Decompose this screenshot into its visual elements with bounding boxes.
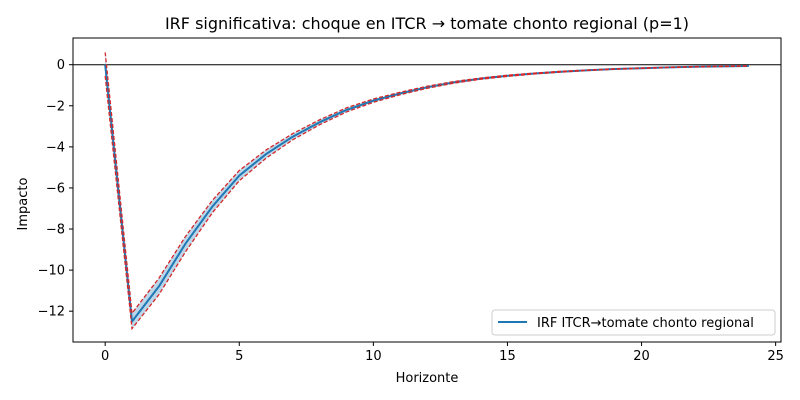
legend-box xyxy=(491,309,776,336)
x-tick-label-25: 25 xyxy=(767,349,784,364)
chart-title: IRF significativa: choque en ITCR → toma… xyxy=(165,14,689,33)
y-tick-label--4: −4 xyxy=(46,140,65,155)
irf-line xyxy=(104,64,749,323)
x-tick-label-5: 5 xyxy=(235,349,243,364)
y-tick-label--10: −10 xyxy=(38,264,65,279)
x-tick-label-20: 20 xyxy=(633,349,650,364)
y-tick-label-0: 0 xyxy=(57,58,65,73)
x-tick-label-0: 0 xyxy=(101,349,109,364)
x-tick-label-10: 10 xyxy=(365,349,382,364)
x-tick-label-15: 15 xyxy=(499,349,516,364)
y-tick-label--2: −2 xyxy=(46,99,65,114)
confidence-band xyxy=(105,52,749,329)
y-tick-label--6: −6 xyxy=(46,181,65,196)
y-tick-label--12: −12 xyxy=(38,305,65,320)
x-axis-label: Horizonte xyxy=(396,371,459,386)
y-axis-label: Impacto xyxy=(16,178,31,231)
y-tick-label--8: −8 xyxy=(46,223,65,238)
legend-entry-label: IRF ITCR→tomate chonto regional xyxy=(537,316,754,331)
plot-frame xyxy=(72,37,782,343)
legend: IRF ITCR→tomate chonto regional xyxy=(491,309,776,336)
lower-bound-line xyxy=(104,65,749,331)
upper-bound-line xyxy=(104,52,749,315)
